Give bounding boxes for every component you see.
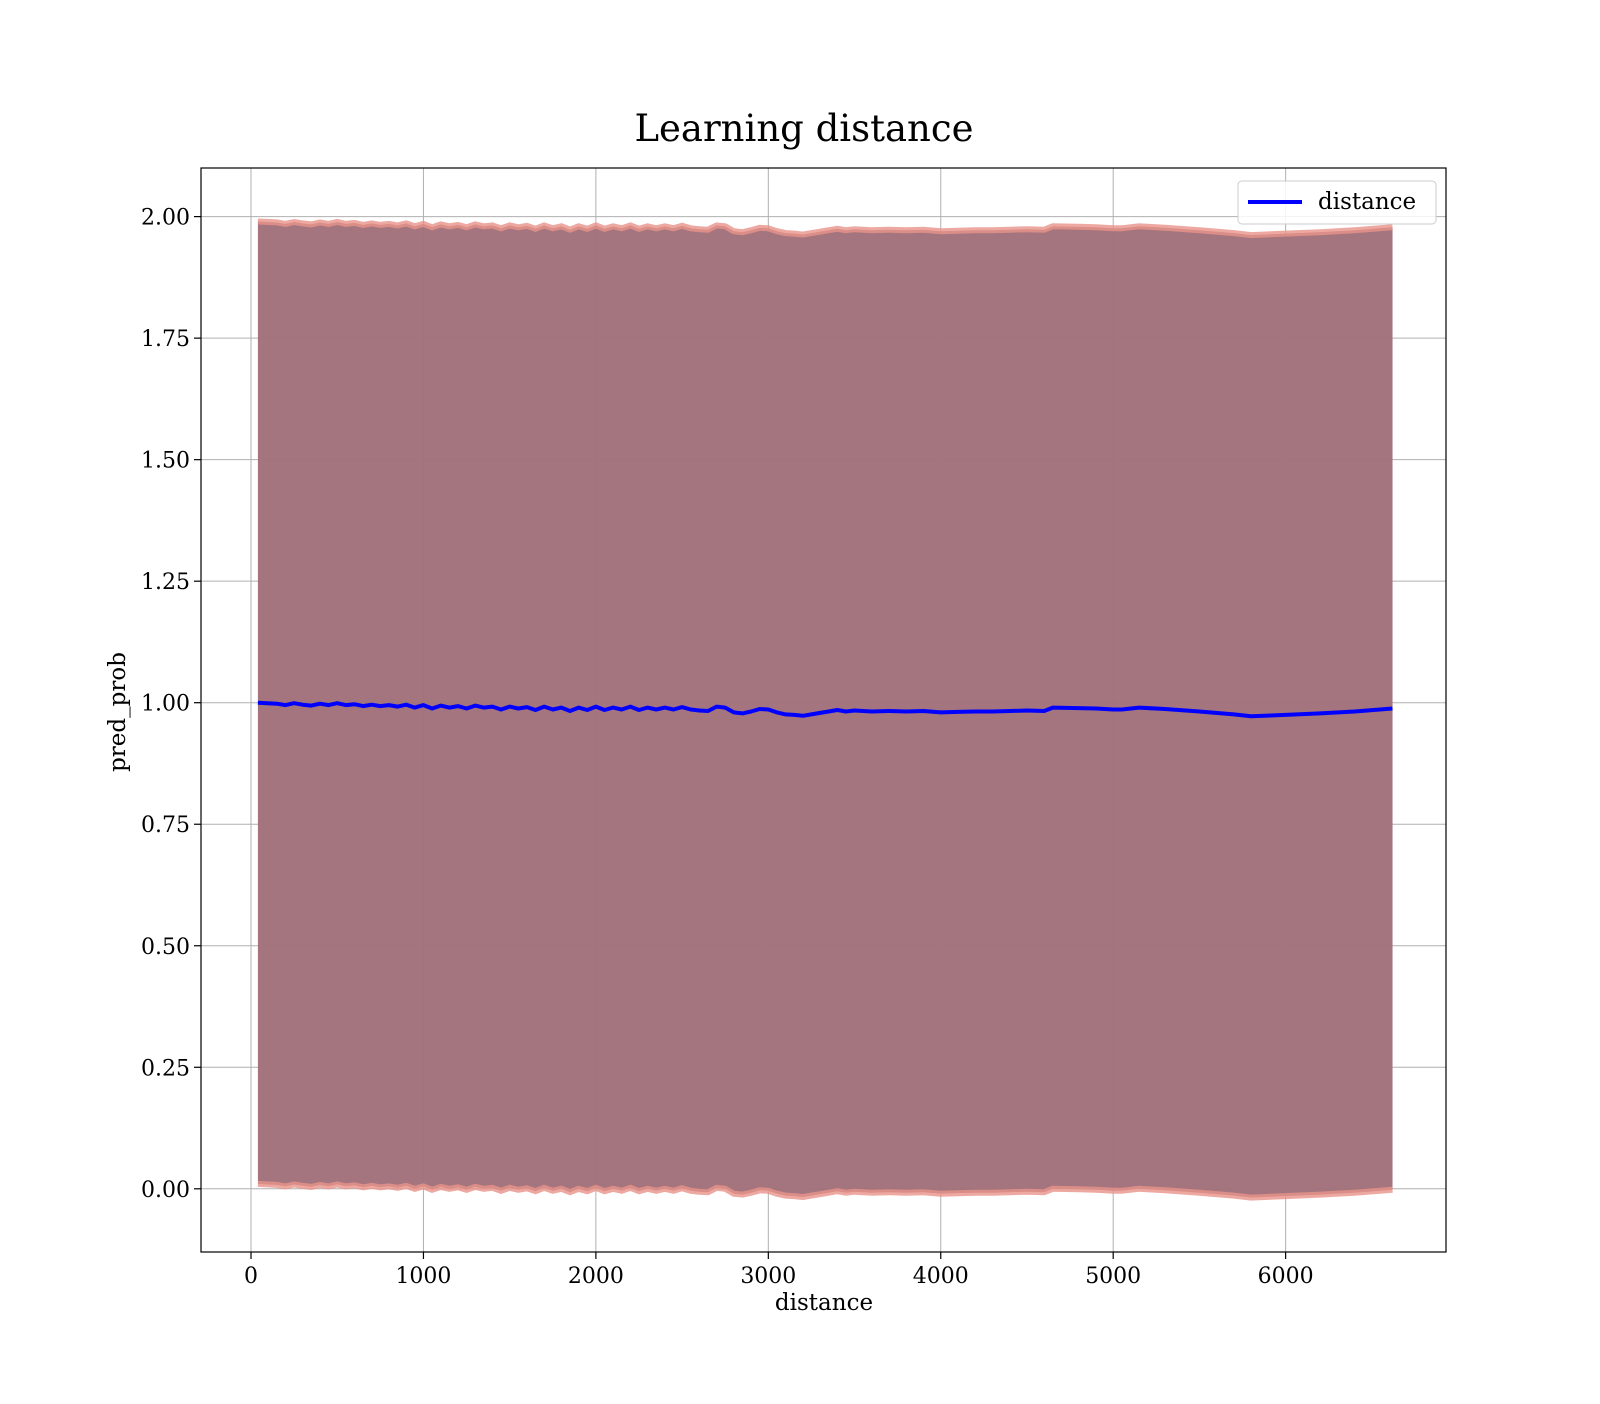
chart-title: Learning distance	[634, 107, 973, 150]
x-tick-label: 2000	[568, 1264, 624, 1289]
legend-label-distance: distance	[1318, 189, 1416, 215]
x-tick-label: 1000	[395, 1264, 451, 1289]
y-tick-label: 1.75	[141, 327, 190, 352]
series-line-distance	[257, 700, 1393, 719]
x-axis-label: distance	[775, 1290, 873, 1316]
confidence-band-area	[257, 221, 1393, 1198]
x-tick-label: 4000	[913, 1264, 969, 1289]
y-tick-label: 1.25	[141, 570, 190, 595]
x-tick-label: 6000	[1258, 1264, 1314, 1289]
y-tick-label: 0.00	[141, 1178, 190, 1203]
x-tick-label: 0	[244, 1264, 258, 1289]
legend: distance	[1237, 180, 1437, 225]
y-tick-label: 0.75	[141, 813, 190, 838]
x-tick-label: 5000	[1085, 1264, 1141, 1289]
y-tick-label: 2.00	[141, 206, 190, 231]
y-tick-label: 0.50	[141, 935, 190, 960]
series-lines	[257, 700, 1393, 719]
y-tick-label: 1.00	[141, 692, 190, 717]
band-upper-edge	[257, 218, 1393, 239]
y-tick-label: 0.25	[141, 1056, 190, 1081]
y-tick-label: 1.50	[141, 449, 190, 474]
x-tick-label: 3000	[740, 1264, 796, 1289]
confidence-band	[257, 218, 1393, 1201]
axis-ticks: 0 1000 2000 3000 4000 5000 6000 0.00 0.25 0.50 0.7…	[141, 206, 1314, 1289]
band-lower-edge	[257, 1180, 1393, 1201]
legend-box	[1237, 180, 1437, 225]
y-axis-label: pred_prob	[105, 652, 131, 772]
plot-frame	[200, 167, 1447, 1253]
